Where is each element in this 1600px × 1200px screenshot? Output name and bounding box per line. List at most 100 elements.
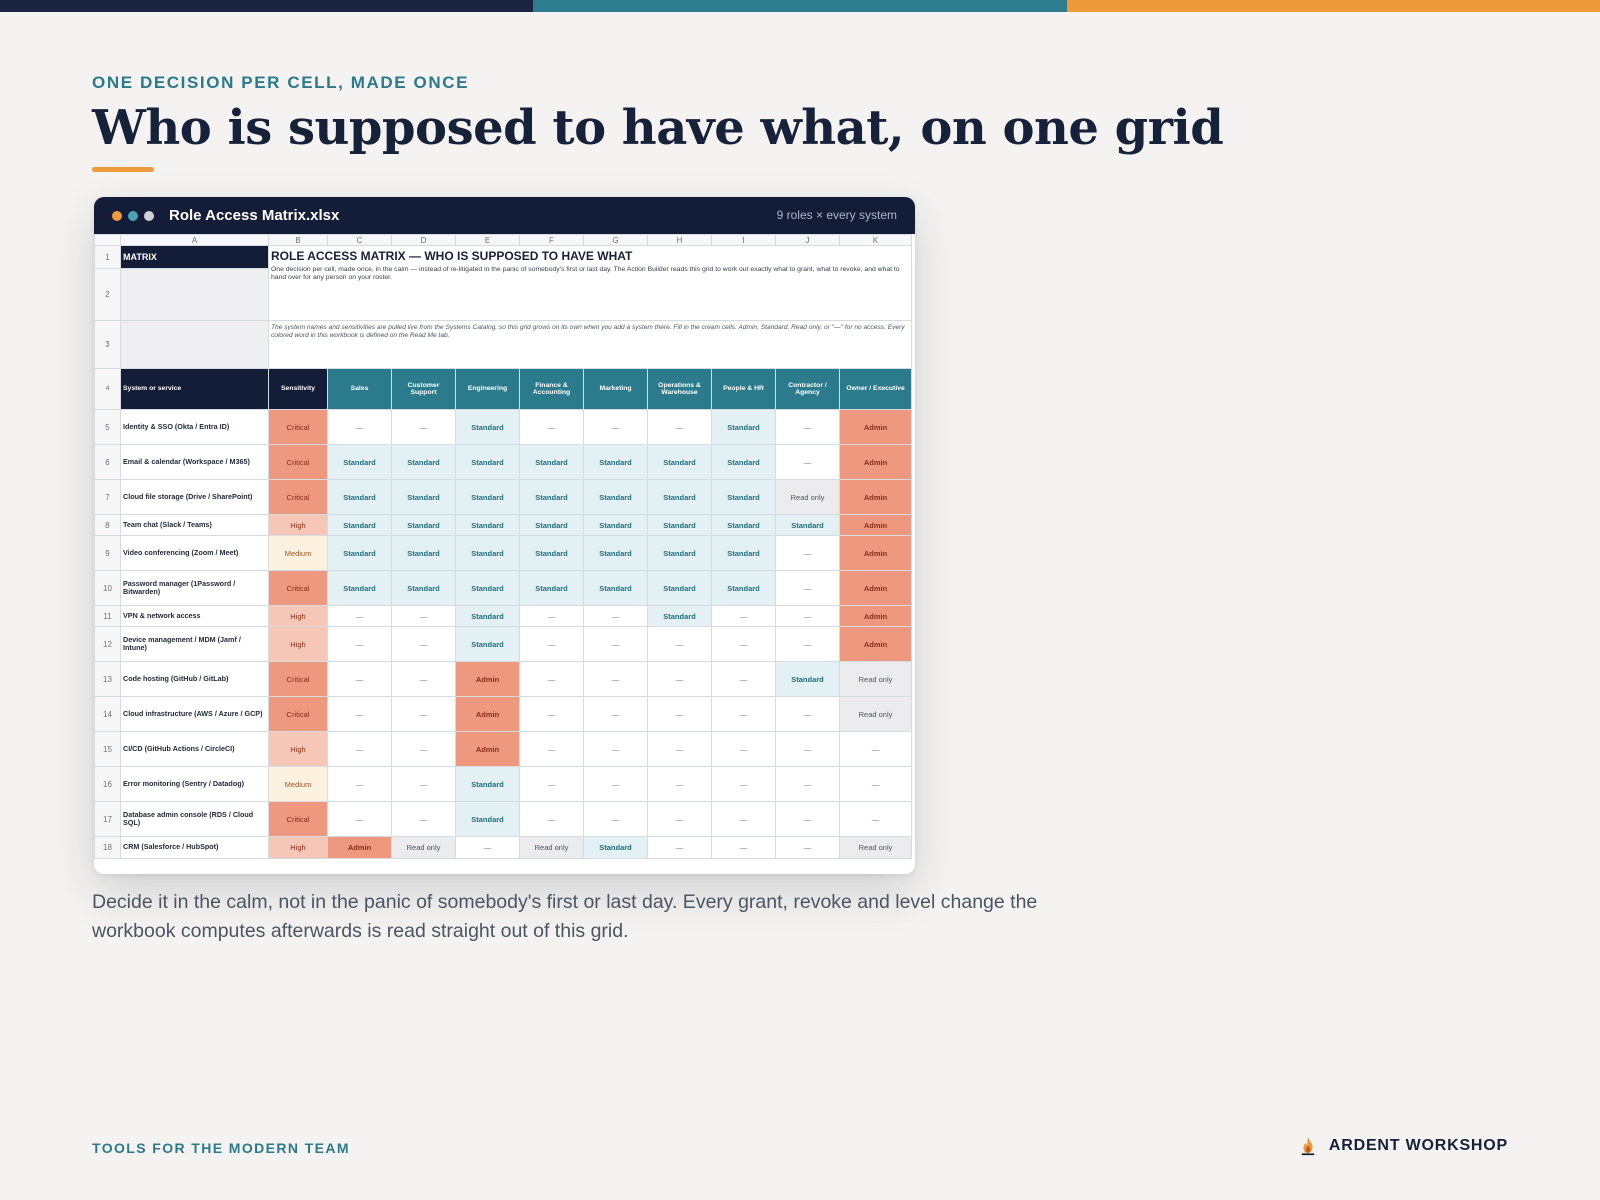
- access-level-cell[interactable]: —: [839, 766, 912, 802]
- banner-cell[interactable]: ROLE ACCESS MATRIX — WHO IS SUPPOSED TO …: [268, 245, 912, 321]
- sensitivity-cell[interactable]: High: [268, 731, 328, 767]
- access-level-cell[interactable]: —: [775, 696, 840, 732]
- access-level-cell[interactable]: —: [775, 409, 840, 445]
- row-number[interactable]: 9: [94, 535, 121, 571]
- row-number[interactable]: 17: [94, 801, 121, 837]
- access-level-cell[interactable]: —: [583, 661, 648, 697]
- row-number[interactable]: 4: [94, 368, 121, 410]
- column-letter-b[interactable]: B: [268, 234, 328, 246]
- row-number[interactable]: 8: [94, 514, 121, 536]
- access-level-cell[interactable]: Standard: [327, 514, 392, 536]
- access-level-cell[interactable]: —: [327, 661, 392, 697]
- system-name-cell[interactable]: Cloud file storage (Drive / SharePoint): [120, 479, 269, 515]
- row-number[interactable]: 12: [94, 626, 121, 662]
- access-level-cell[interactable]: Standard: [455, 801, 520, 837]
- header-cell[interactable]: Operations & Warehouse: [647, 368, 712, 410]
- access-level-cell[interactable]: —: [647, 836, 712, 859]
- access-level-cell[interactable]: Standard: [391, 570, 456, 606]
- header-cell[interactable]: Sensitivity: [268, 368, 328, 410]
- access-level-cell[interactable]: —: [775, 626, 840, 662]
- access-level-cell[interactable]: Admin: [455, 731, 520, 767]
- sensitivity-cell[interactable]: Critical: [268, 570, 328, 606]
- access-level-cell[interactable]: —: [519, 801, 584, 837]
- access-level-cell[interactable]: —: [647, 696, 712, 732]
- access-level-cell[interactable]: Standard: [519, 570, 584, 606]
- access-level-cell[interactable]: Standard: [647, 605, 712, 627]
- row-number[interactable]: 15: [94, 731, 121, 767]
- blank-cell[interactable]: [120, 268, 269, 321]
- access-level-cell[interactable]: Standard: [711, 409, 776, 445]
- access-level-cell[interactable]: Standard: [647, 535, 712, 571]
- sensitivity-cell[interactable]: High: [268, 626, 328, 662]
- sensitivity-cell[interactable]: Critical: [268, 444, 328, 480]
- access-level-cell[interactable]: —: [519, 626, 584, 662]
- access-level-cell[interactable]: Standard: [711, 479, 776, 515]
- access-level-cell[interactable]: Read only: [839, 836, 912, 859]
- access-level-cell[interactable]: —: [711, 661, 776, 697]
- access-level-cell[interactable]: —: [775, 801, 840, 837]
- access-level-cell[interactable]: —: [519, 409, 584, 445]
- column-letter-a[interactable]: A: [120, 234, 269, 246]
- system-name-cell[interactable]: Team chat (Slack / Teams): [120, 514, 269, 536]
- access-level-cell[interactable]: —: [327, 731, 392, 767]
- access-level-cell[interactable]: —: [455, 836, 520, 859]
- system-name-cell[interactable]: CRM (Salesforce / HubSpot): [120, 836, 269, 859]
- system-name-cell[interactable]: Cloud infrastructure (AWS / Azure / GCP): [120, 696, 269, 732]
- access-level-cell[interactable]: —: [583, 801, 648, 837]
- access-level-cell[interactable]: —: [327, 626, 392, 662]
- access-level-cell[interactable]: Standard: [711, 514, 776, 536]
- row-number[interactable]: 13: [94, 661, 121, 697]
- header-cell[interactable]: People & HR: [711, 368, 776, 410]
- sensitivity-cell[interactable]: Critical: [268, 661, 328, 697]
- access-level-cell[interactable]: —: [519, 605, 584, 627]
- sensitivity-cell[interactable]: Medium: [268, 766, 328, 802]
- access-level-cell[interactable]: —: [583, 731, 648, 767]
- system-name-cell[interactable]: Database admin console (RDS / Cloud SQL): [120, 801, 269, 837]
- sensitivity-cell[interactable]: Critical: [268, 479, 328, 515]
- access-level-cell[interactable]: —: [391, 661, 456, 697]
- column-letter-g[interactable]: G: [583, 234, 648, 246]
- access-level-cell[interactable]: —: [775, 836, 840, 859]
- access-level-cell[interactable]: Standard: [711, 444, 776, 480]
- access-level-cell[interactable]: Standard: [327, 479, 392, 515]
- access-level-cell[interactable]: —: [391, 409, 456, 445]
- column-letter-h[interactable]: H: [647, 234, 712, 246]
- access-level-cell[interactable]: —: [391, 731, 456, 767]
- sensitivity-cell[interactable]: High: [268, 605, 328, 627]
- system-name-cell[interactable]: Email & calendar (Workspace / M365): [120, 444, 269, 480]
- column-letter-e[interactable]: E: [455, 234, 520, 246]
- sensitivity-cell[interactable]: Medium: [268, 535, 328, 571]
- access-level-cell[interactable]: Standard: [583, 535, 648, 571]
- access-level-cell[interactable]: —: [775, 444, 840, 480]
- access-level-cell[interactable]: —: [839, 801, 912, 837]
- sensitivity-cell[interactable]: Critical: [268, 801, 328, 837]
- system-name-cell[interactable]: Code hosting (GitHub / GitLab): [120, 661, 269, 697]
- access-level-cell[interactable]: —: [583, 696, 648, 732]
- access-level-cell[interactable]: Standard: [583, 444, 648, 480]
- access-level-cell[interactable]: —: [391, 605, 456, 627]
- access-level-cell[interactable]: —: [327, 409, 392, 445]
- access-level-cell[interactable]: —: [711, 626, 776, 662]
- access-level-cell[interactable]: Standard: [775, 514, 840, 536]
- access-level-cell[interactable]: —: [519, 661, 584, 697]
- access-level-cell[interactable]: —: [583, 605, 648, 627]
- access-level-cell[interactable]: —: [711, 801, 776, 837]
- row-number[interactable]: 14: [94, 696, 121, 732]
- access-level-cell[interactable]: Standard: [519, 479, 584, 515]
- access-level-cell[interactable]: Admin: [839, 409, 912, 445]
- access-level-cell[interactable]: Admin: [839, 626, 912, 662]
- access-level-cell[interactable]: Read only: [839, 661, 912, 697]
- column-letter-f[interactable]: F: [519, 234, 584, 246]
- access-level-cell[interactable]: —: [711, 836, 776, 859]
- access-level-cell[interactable]: —: [327, 605, 392, 627]
- access-level-cell[interactable]: Admin: [327, 836, 392, 859]
- row-number[interactable]: 6: [94, 444, 121, 480]
- access-level-cell[interactable]: Standard: [391, 479, 456, 515]
- access-level-cell[interactable]: —: [775, 535, 840, 571]
- header-cell[interactable]: Customer Support: [391, 368, 456, 410]
- access-level-cell[interactable]: Standard: [583, 836, 648, 859]
- access-level-cell[interactable]: Standard: [455, 605, 520, 627]
- row-number[interactable]: 11: [94, 605, 121, 627]
- header-cell[interactable]: Sales: [327, 368, 392, 410]
- access-level-cell[interactable]: —: [647, 409, 712, 445]
